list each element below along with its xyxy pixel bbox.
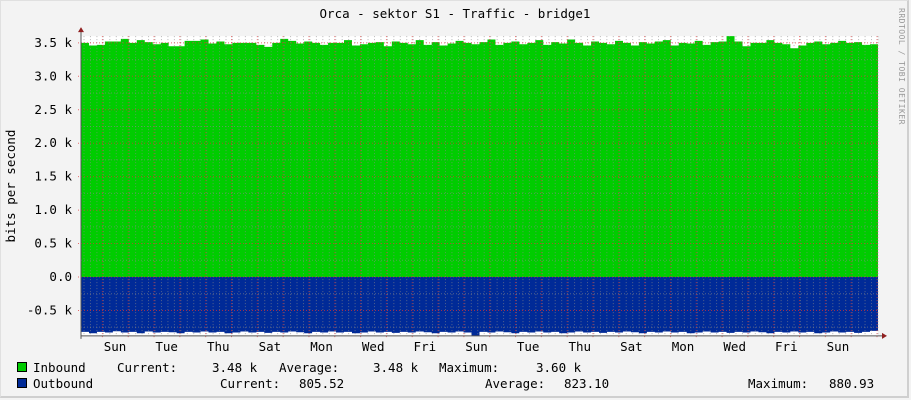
outbound-current-label: Current: — [220, 376, 281, 391]
inbound-maximum-label: Maximum: — [439, 360, 500, 375]
outbound-label: Outbound — [33, 376, 94, 391]
x-tick-label: Mon — [672, 339, 695, 354]
inbound-average: 3.48 k — [373, 360, 419, 375]
x-tick-label: Wed — [723, 339, 746, 354]
inbound-average-label: Average: — [279, 360, 340, 375]
series-area-outbound — [81, 277, 878, 336]
x-tick-label: Fri — [414, 339, 437, 354]
x-tick-label: Tue — [155, 339, 178, 354]
inbound-maximum: 3.60 k — [536, 360, 582, 375]
outbound-maximum: 880.93 — [829, 376, 875, 391]
outbound-maximum-label: Maximum: — [748, 376, 809, 391]
x-tick-label: Thu — [568, 339, 591, 354]
outbound-swatch — [17, 378, 27, 388]
chart-title: Orca - sektor S1 - Traffic - bridge1 — [320, 6, 591, 21]
y-tick-label: 2.5 k — [34, 102, 72, 117]
y-tick-label: 1.0 k — [34, 202, 72, 217]
rrdtool-watermark: RRDTOOL / TOBI OETIKER — [897, 8, 906, 125]
outbound-current: 805.52 — [299, 376, 345, 391]
x-tick-label: Sun — [465, 339, 488, 354]
y-tick-label: 1.5 k — [34, 169, 72, 184]
inbound-current: 3.48 k — [212, 360, 258, 375]
x-tick-label: Wed — [362, 339, 385, 354]
y-axis-arrow-icon — [78, 27, 84, 33]
y-tick-label: -0.5 k — [27, 302, 73, 317]
series-area-inbound — [81, 36, 878, 277]
x-tick-label: Sun — [104, 339, 127, 354]
outbound-average: 823.10 — [564, 376, 610, 391]
inbound-label: Inbound — [33, 360, 86, 375]
y-tick-label: 2.0 k — [34, 135, 72, 150]
inbound-current-label: Current: — [117, 360, 178, 375]
x-tick-label: Tue — [517, 339, 540, 354]
y-tick-label: 3.0 k — [34, 68, 72, 83]
x-tick-label: Sat — [620, 339, 643, 354]
x-tick-label: Thu — [207, 339, 230, 354]
y-axis-label: bits per second — [3, 130, 18, 243]
y-tick-label: 0.5 k — [34, 236, 72, 251]
x-tick-label: Sat — [259, 339, 282, 354]
x-tick-label: Sun — [827, 339, 850, 354]
outbound-average-label: Average: — [485, 376, 546, 391]
x-axis-arrow-icon — [882, 332, 887, 339]
y-tick-label: 0.0 — [49, 269, 72, 284]
x-tick-label: Mon — [310, 339, 333, 354]
y-tick-label: 3.5 k — [34, 35, 72, 50]
x-tick-label: Fri — [775, 339, 798, 354]
inbound-swatch — [17, 362, 27, 372]
